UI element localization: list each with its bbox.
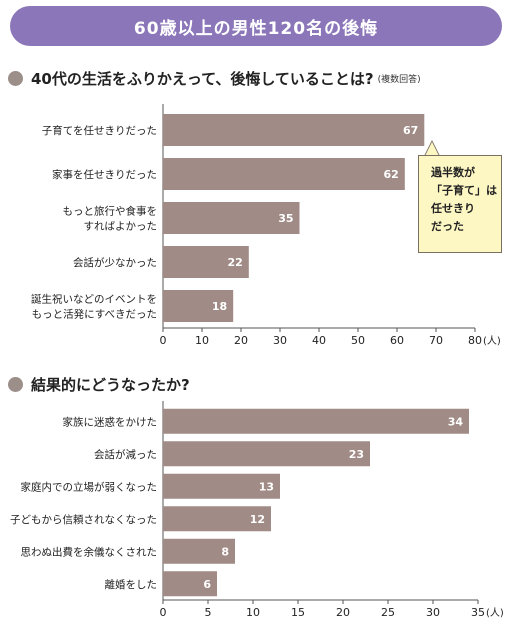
chart1-tick-label: 10 [195, 334, 209, 347]
chart2-tick-label: 15 [291, 606, 305, 619]
chart2-tick-label: 20 [336, 606, 350, 619]
chart2-data-label: 6 [203, 578, 211, 591]
chart2-bar [163, 571, 217, 597]
chart1-data-label: 35 [278, 212, 293, 225]
chart1-tick-label: 40 [312, 334, 326, 347]
chart1-tick-label: 70 [429, 334, 443, 347]
chart1-note: (複数回答) [377, 75, 421, 85]
chart2-tick-label: 0 [160, 606, 167, 619]
chart1-bar [163, 114, 425, 146]
chart2-bar [163, 408, 469, 434]
chart1-tick-label: 80 [468, 334, 482, 347]
chart2-data-label: 12 [250, 513, 265, 526]
chart2-svg: 34 家族に迷惑をかけた 23 会話が減った 13 家庭内での立場が弱くなった 12 子どもか… [10, 401, 504, 619]
callout-line: 「子育て」は [431, 184, 497, 197]
callout-tail-fill [425, 142, 439, 156]
chart1-bar [163, 246, 249, 278]
chart1-category-label: もっと活発にすべきだった [32, 308, 157, 321]
chart1-tick-label: 0 [160, 334, 167, 347]
chart1-category-label: もっと旅行や食事を [63, 205, 158, 218]
callout-line: 過半数が [431, 166, 475, 179]
bullet-icon [8, 377, 23, 392]
chart1-category-label: 子育てを任せきりだった [42, 124, 157, 137]
chart1-tick-label: 60 [390, 334, 404, 347]
chart2-data-label: 8 [221, 545, 229, 558]
chart1-title: 40代の生活をふりかえって、後悔していることは? [31, 70, 374, 88]
chart1-tick-label: 20 [234, 334, 248, 347]
chart2-bar [163, 473, 280, 499]
chart2-heading: 結果的にどうなったか? [8, 374, 190, 395]
chart1-category-label: 誕生祝いなどのイベントを [31, 293, 157, 306]
chart1-category-label: すればよかった [84, 221, 158, 233]
chart2-bar [163, 538, 235, 564]
chart1-unit-label: (人) [483, 335, 501, 347]
chart2-category-label: 思わぬ出費を余儀なくされた [21, 545, 158, 558]
chart2-bar [163, 506, 271, 532]
chart2-bar [163, 441, 370, 467]
callout-line: だった [431, 220, 464, 233]
callout-box: 過半数が 「子育て」は 任せきり だった [418, 155, 502, 253]
chart1-tick-label: 50 [351, 334, 365, 347]
chart2-tick-label: 5 [205, 606, 212, 619]
callout-line: 任せきり [431, 202, 475, 215]
chart2-category-label: 子どもから信頼されなくなった [10, 514, 157, 526]
chart1-svg: 67 子育てを任せきりだった 62 家事を任せきりだった 35 もっと旅行や食事をすればよ… [31, 104, 501, 347]
chart2-category-label: 離婚をした [105, 578, 158, 591]
chart1-tick-label: 30 [273, 334, 287, 347]
chart2-title: 結果的にどうなったか? [31, 376, 190, 394]
chart1-bar [163, 158, 405, 190]
chart2-category-label: 家族に迷惑をかけた [63, 415, 158, 428]
chart1-data-label: 62 [383, 168, 398, 181]
chart1-data-label: 18 [212, 300, 227, 313]
chart1-category-label: 家事を任せきりだった [52, 168, 157, 181]
chart2-data-label: 13 [259, 480, 274, 493]
chart2-tick-label: 25 [381, 606, 395, 619]
chart2-unit-label: (人) [486, 607, 504, 619]
chart2-tick-label: 10 [246, 606, 260, 619]
chart1-data-label: 67 [403, 124, 418, 137]
chart2-category-label: 会話が減った [94, 448, 157, 461]
chart1-bar [163, 290, 234, 322]
chart1-bar [163, 202, 300, 234]
chart1-category-label: 会話が少なかった [73, 256, 157, 269]
chart2-tick-label: 30 [426, 606, 440, 619]
chart2-tick-label: 35 [471, 606, 485, 619]
bullet-icon [8, 71, 23, 86]
banner-title: 60歳以上の男性120名の後悔 [133, 18, 379, 39]
title-banner: 60歳以上の男性120名の後悔 [10, 6, 502, 46]
chart2-data-label: 34 [448, 415, 464, 428]
chart1-heading: 40代の生活をふりかえって、後悔していることは? (複数回答) [8, 68, 421, 89]
chart1-data-label: 22 [227, 256, 242, 269]
chart2-data-label: 23 [349, 448, 364, 461]
chart2-category-label: 家庭内での立場が弱くなった [21, 480, 158, 493]
